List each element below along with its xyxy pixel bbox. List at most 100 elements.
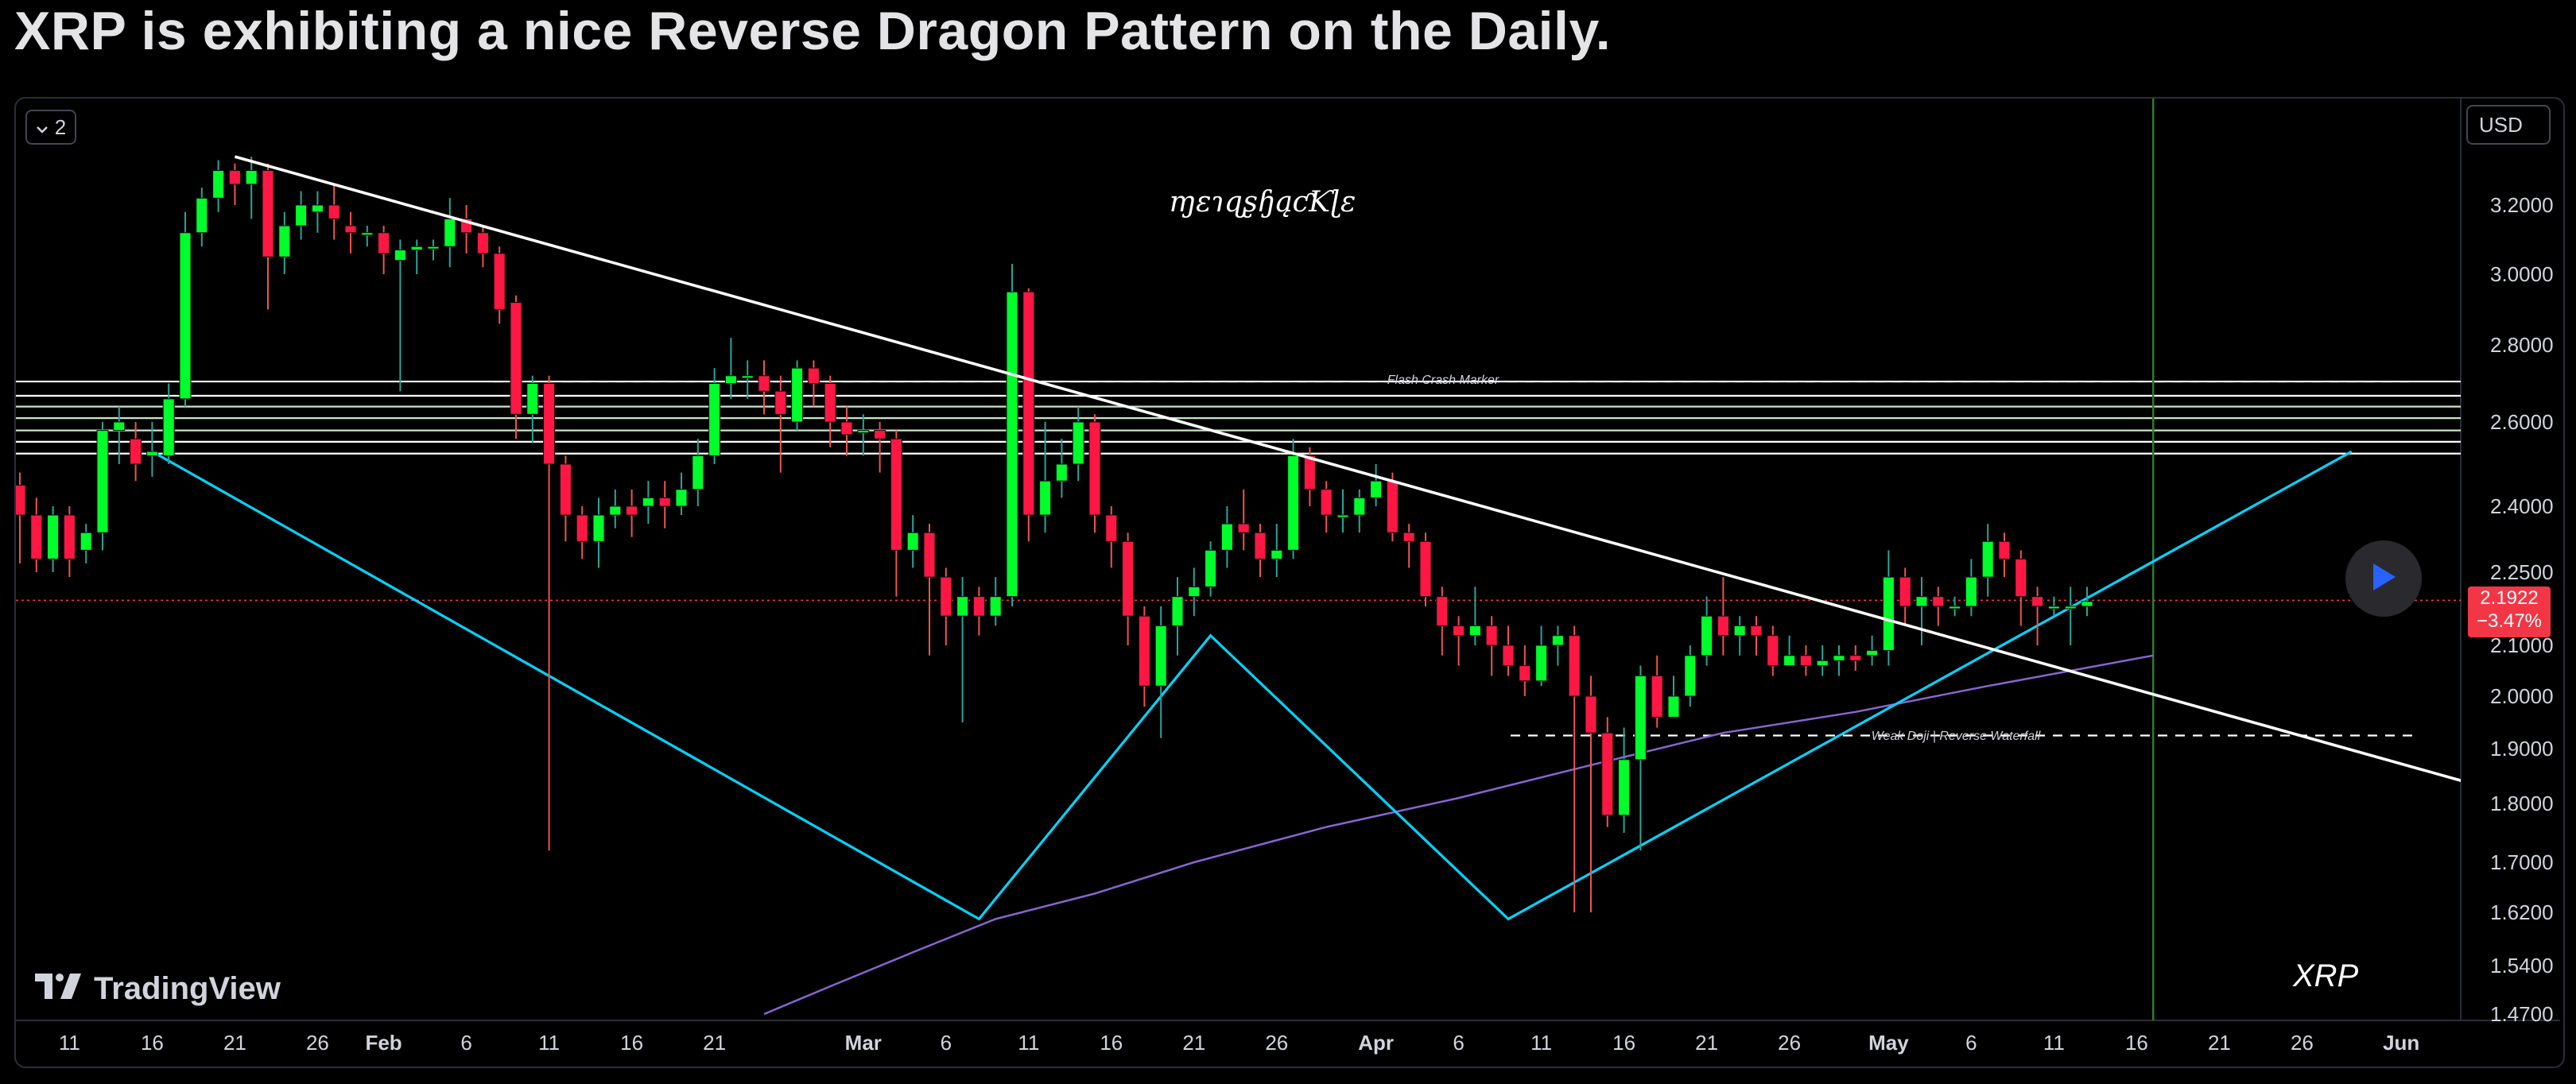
candle-body: [1287, 455, 1300, 551]
candle-body: [1949, 606, 1961, 610]
time-tick-label: 6: [1453, 1031, 1464, 1055]
last-price-badge: 2.1922 −3.47%: [2468, 587, 2551, 637]
chevron-down-icon: [36, 115, 48, 140]
time-tick-label: 21: [703, 1031, 726, 1055]
price-tick-label: 1.9000: [2490, 737, 2554, 761]
descending-trendline: [234, 155, 2461, 782]
candle-body: [1882, 576, 1895, 651]
candle-body: [1271, 549, 1283, 559]
candle-body: [1006, 291, 1018, 598]
candle-body: [890, 438, 902, 551]
candle-body: [1105, 514, 1118, 542]
candle-body: [1651, 675, 1663, 718]
replay-button[interactable]: [2345, 540, 2422, 617]
candle-body: [47, 514, 60, 559]
candle-body: [394, 250, 406, 261]
dragon-pattern-line: [151, 450, 2353, 921]
time-tick-label: 21: [1695, 1031, 1718, 1055]
candle-body: [741, 375, 754, 379]
candle-body: [1039, 480, 1052, 516]
time-tick-label: 6: [1965, 1031, 1977, 1055]
candle-body: [1088, 421, 1101, 516]
candle-body: [807, 367, 820, 385]
candle-body: [311, 204, 324, 213]
time-tick-label: 11: [538, 1031, 560, 1055]
candle-body: [1336, 514, 1349, 518]
price-tick-label: 2.6000: [2490, 410, 2554, 434]
time-tick-label: 16: [1100, 1031, 1123, 1055]
candle-body: [1733, 625, 1746, 637]
tradingview-logo[interactable]: TradingView: [35, 971, 281, 1007]
candle-body: [956, 596, 969, 617]
price-tick-label: 1.6200: [2490, 900, 2554, 924]
page-title: XRP is exhibiting a nice Reverse Dragon …: [14, 1, 1612, 61]
candle-body: [989, 596, 1002, 617]
time-tick-label: 16: [2125, 1031, 2148, 1055]
time-tick-label: Jun: [2383, 1031, 2419, 1055]
candle-body: [1386, 480, 1399, 533]
candle-body: [1634, 675, 1647, 761]
candle-body: [1981, 540, 1994, 578]
time-tick-label: 11: [59, 1031, 80, 1055]
candle-body: [1370, 480, 1383, 498]
grid-layer: [16, 99, 2560, 1021]
candle-body: [1402, 532, 1415, 542]
candle-body: [1799, 655, 1812, 667]
candle-body: [16, 485, 26, 516]
candle-body: [1353, 497, 1366, 516]
candle-body: [245, 170, 258, 185]
candle-body: [162, 398, 175, 456]
candle-body: [1585, 695, 1597, 734]
candle-body: [923, 532, 936, 578]
candle-body: [410, 246, 423, 251]
time-tick-label: Feb: [365, 1031, 402, 1055]
candle-body: [526, 383, 539, 415]
candle-body: [179, 232, 192, 400]
candle-body: [675, 489, 688, 507]
price-tick-label: 2.2500: [2490, 560, 2554, 584]
time-tick-label: 16: [1612, 1031, 1635, 1055]
time-tick-label: 16: [141, 1031, 164, 1055]
candle-body: [1485, 625, 1498, 646]
candle-body: [63, 514, 76, 559]
author-watermark: ɱɛɿɋʂɧąƈƘɭɛ: [1169, 186, 1356, 219]
candle-body: [2015, 558, 2027, 598]
candle-body: [692, 455, 704, 490]
price-tick-label: 2.1000: [2490, 633, 2554, 657]
time-tick-label: 11: [1018, 1031, 1039, 1055]
candle-body: [196, 197, 208, 234]
candle-body: [1568, 635, 1581, 697]
time-tick-label: 21: [223, 1031, 246, 1055]
candle-body: [609, 505, 622, 516]
candle-body: [857, 430, 870, 434]
candle-body: [1188, 586, 1201, 598]
candle-body: [708, 383, 721, 456]
layers-count: 2: [54, 114, 67, 139]
time-tick-label: 16: [620, 1031, 643, 1055]
candle-body: [972, 596, 985, 617]
tradingview-icon: [35, 971, 84, 1007]
candle-body: [543, 383, 556, 465]
candle-body: [1915, 596, 1928, 607]
candle-body: [444, 218, 456, 247]
currency-selector[interactable]: USD: [2466, 105, 2551, 145]
candle-body: [1072, 421, 1084, 465]
layers-toggle-button[interactable]: 2: [25, 110, 76, 145]
candle-body: [1717, 615, 1729, 637]
candle-body: [493, 253, 506, 310]
candle-body: [328, 204, 340, 219]
time-tick-label: 6: [941, 1031, 952, 1055]
candle-body: [145, 451, 158, 456]
candle-body: [1551, 635, 1564, 646]
time-tick-label: 11: [1530, 1031, 1552, 1055]
candle-body: [592, 514, 605, 542]
time-tick-label: Mar: [845, 1031, 882, 1055]
candle-body: [1419, 540, 1432, 598]
candle-body: [791, 367, 804, 423]
price-tick-label: 3.0000: [2490, 262, 2554, 286]
candle-body: [1601, 732, 1614, 816]
time-tick-label: 26: [2291, 1031, 2314, 1055]
candle-body: [30, 514, 43, 559]
candle-body: [1965, 576, 1977, 607]
